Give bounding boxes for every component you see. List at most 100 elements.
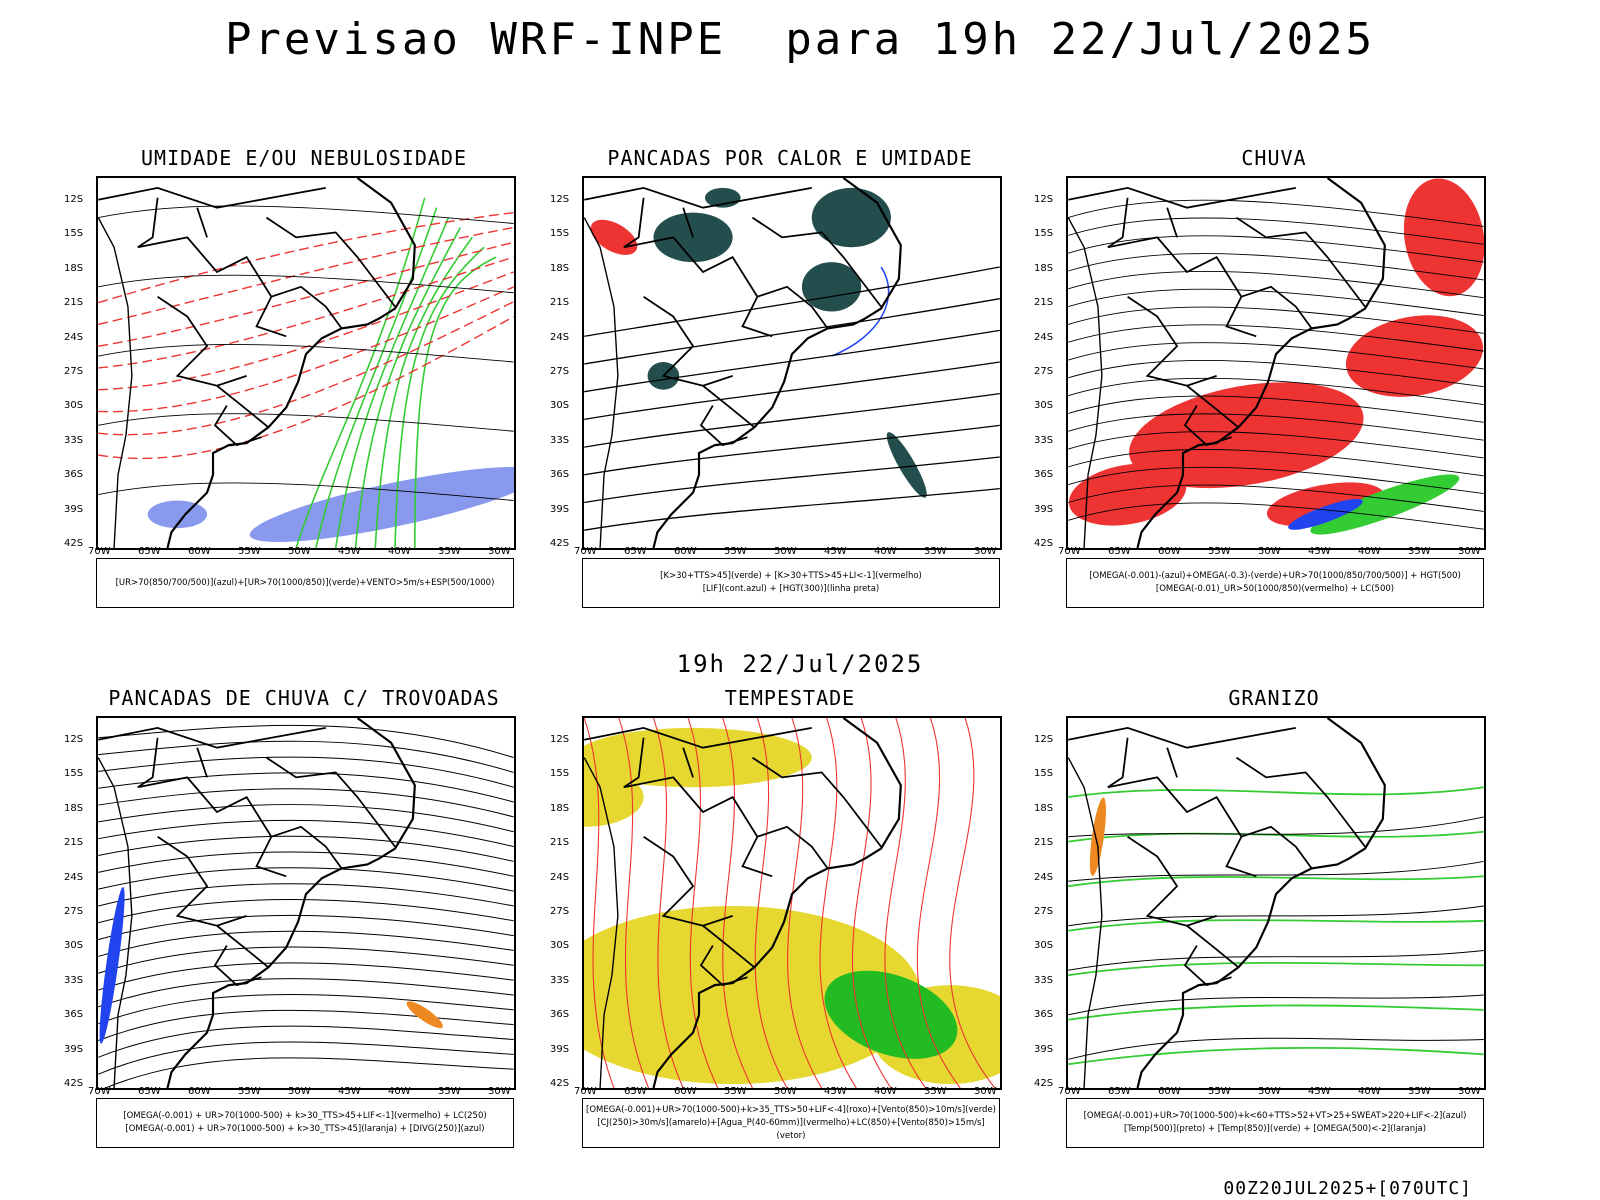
coastline — [166, 178, 416, 548]
map-canvas — [98, 718, 514, 1088]
lat-tick-label: 24S — [1034, 331, 1054, 343]
panel-legend: [OMEGA(-0.001) + UR>70(1000-500) + k>30_… — [96, 1098, 514, 1148]
border-line — [1235, 216, 1366, 308]
hgt-black-contour — [584, 488, 1000, 531]
hgt-black-contour — [584, 361, 1000, 421]
temp500-black-contour — [1068, 1037, 1484, 1060]
lat-tick-label: 12S — [550, 194, 570, 205]
rain-red-area — [1129, 382, 1364, 489]
border-line — [623, 197, 694, 248]
lat-tick-label: 12S — [550, 734, 570, 745]
lat-tick-label: 33S — [64, 974, 84, 986]
temp500-black-contour — [1068, 994, 1484, 1016]
lon-tick-label: 65W — [624, 1086, 647, 1097]
lat-tick-label: 42S — [64, 538, 84, 549]
panel-legend: [OMEGA(-0.001)+UR>70(1000-500)+k>35_TTS>… — [582, 1098, 1000, 1148]
lon-tick-label: 55W — [724, 1086, 747, 1097]
border-line — [584, 726, 812, 749]
lat-tick-label: 15S — [64, 768, 84, 780]
convection-teal-area — [653, 212, 733, 263]
lat-tick-label: 12S — [64, 734, 84, 745]
streamline-red — [949, 718, 996, 1088]
streamline — [98, 899, 514, 924]
lon-tick-label: 60W — [1158, 546, 1181, 557]
legend-line: [Temp(500)](preto) + [Temp(850)](verde) … — [1123, 1124, 1427, 1134]
streamline-red — [819, 718, 857, 1088]
lon-tick-label: 65W — [1108, 546, 1131, 557]
legend-line: [CJ(250)>30m/s](amarelo)+[Agua_P(40-60mm… — [597, 1117, 985, 1141]
lat-tick-label: 33S — [1034, 434, 1054, 446]
lon-tick-label: 30W — [974, 546, 997, 557]
lon-tick-label: 45W — [824, 1086, 847, 1097]
lat-tick-label: 27S — [550, 906, 570, 917]
humidity-green-contour — [295, 197, 426, 548]
lat-tick-label: 18S — [550, 262, 570, 274]
border-line — [623, 776, 773, 878]
streamline — [98, 740, 514, 773]
humidity-green-contour — [354, 227, 462, 548]
temp500-black-contour — [1068, 949, 1484, 971]
rain-red-area — [1345, 315, 1484, 397]
lon-tick-label: 65W — [138, 546, 161, 557]
lat-tick-label: 36S — [64, 1009, 84, 1021]
convection-teal-area — [811, 187, 891, 248]
andes-line — [1068, 757, 1103, 1088]
streamline — [98, 946, 514, 974]
page-title: Previsao WRF-INPE para 19h 22/Jul/2025 — [224, 14, 1376, 65]
humidity-green-contour — [374, 236, 473, 548]
humidity-green-contour — [315, 207, 438, 548]
legend-line: [K>30+TTS>45](verde) + [K>30+TTS>45+LI<-… — [660, 571, 922, 581]
lat-tick-label: 39S — [1034, 503, 1054, 515]
temp850-green-contour — [1068, 1046, 1484, 1066]
andes-line — [98, 757, 133, 1088]
streamline — [1068, 235, 1484, 263]
lat-tick-label: 12S — [1034, 734, 1054, 745]
panel-title: TEMPESTADE — [724, 686, 856, 710]
lon-tick-label: 35W — [438, 546, 461, 557]
lon-tick-label: 70W — [1058, 1086, 1081, 1097]
lat-tick-label: 18S — [550, 802, 570, 814]
lat-tick-label: 15S — [550, 768, 570, 780]
lon-tick-label: 50W — [774, 546, 797, 557]
border-line — [751, 756, 882, 848]
lat-tick-label: 42S — [550, 538, 570, 549]
thickness-red-contour — [98, 301, 514, 436]
lat-tick-label: 39S — [1034, 1043, 1054, 1055]
forecast-map — [96, 716, 516, 1090]
border-line — [1107, 737, 1178, 788]
border-line — [271, 825, 343, 869]
panel-title: PANCADAS DE CHUVA C/ TROVOADAS — [108, 686, 500, 710]
lat-tick-label: 36S — [1034, 1009, 1054, 1021]
border-line — [157, 295, 247, 387]
streamline — [1068, 306, 1484, 334]
border-line — [751, 216, 882, 308]
streamline — [98, 851, 514, 877]
lon-tick-label: 60W — [674, 546, 697, 557]
lon-tick-label: 35W — [438, 1086, 461, 1097]
map-canvas — [1068, 718, 1484, 1088]
lon-tick-label: 70W — [574, 1086, 597, 1097]
lon-tick-label: 55W — [724, 546, 747, 557]
streamline — [1068, 449, 1484, 477]
lat-tick-label: 39S — [64, 1043, 84, 1055]
lat-tick-label: 21S — [1034, 837, 1054, 849]
lat-tick-label: 36S — [1034, 469, 1054, 481]
streamline — [1068, 288, 1484, 316]
omega-orange-area — [1089, 797, 1106, 876]
lon-tick-label: 50W — [1258, 1086, 1281, 1097]
border-line — [1068, 186, 1296, 209]
convection-red-area — [590, 219, 638, 255]
humidity-green-contour — [394, 246, 485, 548]
border-line — [137, 197, 208, 248]
lon-tick-label: 70W — [88, 546, 111, 557]
temp850-green-contour — [1068, 919, 1484, 932]
lat-tick-label: 18S — [64, 262, 84, 274]
border-line — [1107, 197, 1178, 248]
panel-title: UMIDADE E/OU NEBULOSIDADE — [140, 146, 468, 170]
streamline — [98, 867, 514, 892]
lat-tick-label: 18S — [64, 802, 84, 814]
forecast-map — [1066, 716, 1486, 1090]
thickness-red-contour — [98, 256, 514, 369]
streamline — [98, 914, 514, 941]
map-canvas — [1068, 178, 1484, 548]
